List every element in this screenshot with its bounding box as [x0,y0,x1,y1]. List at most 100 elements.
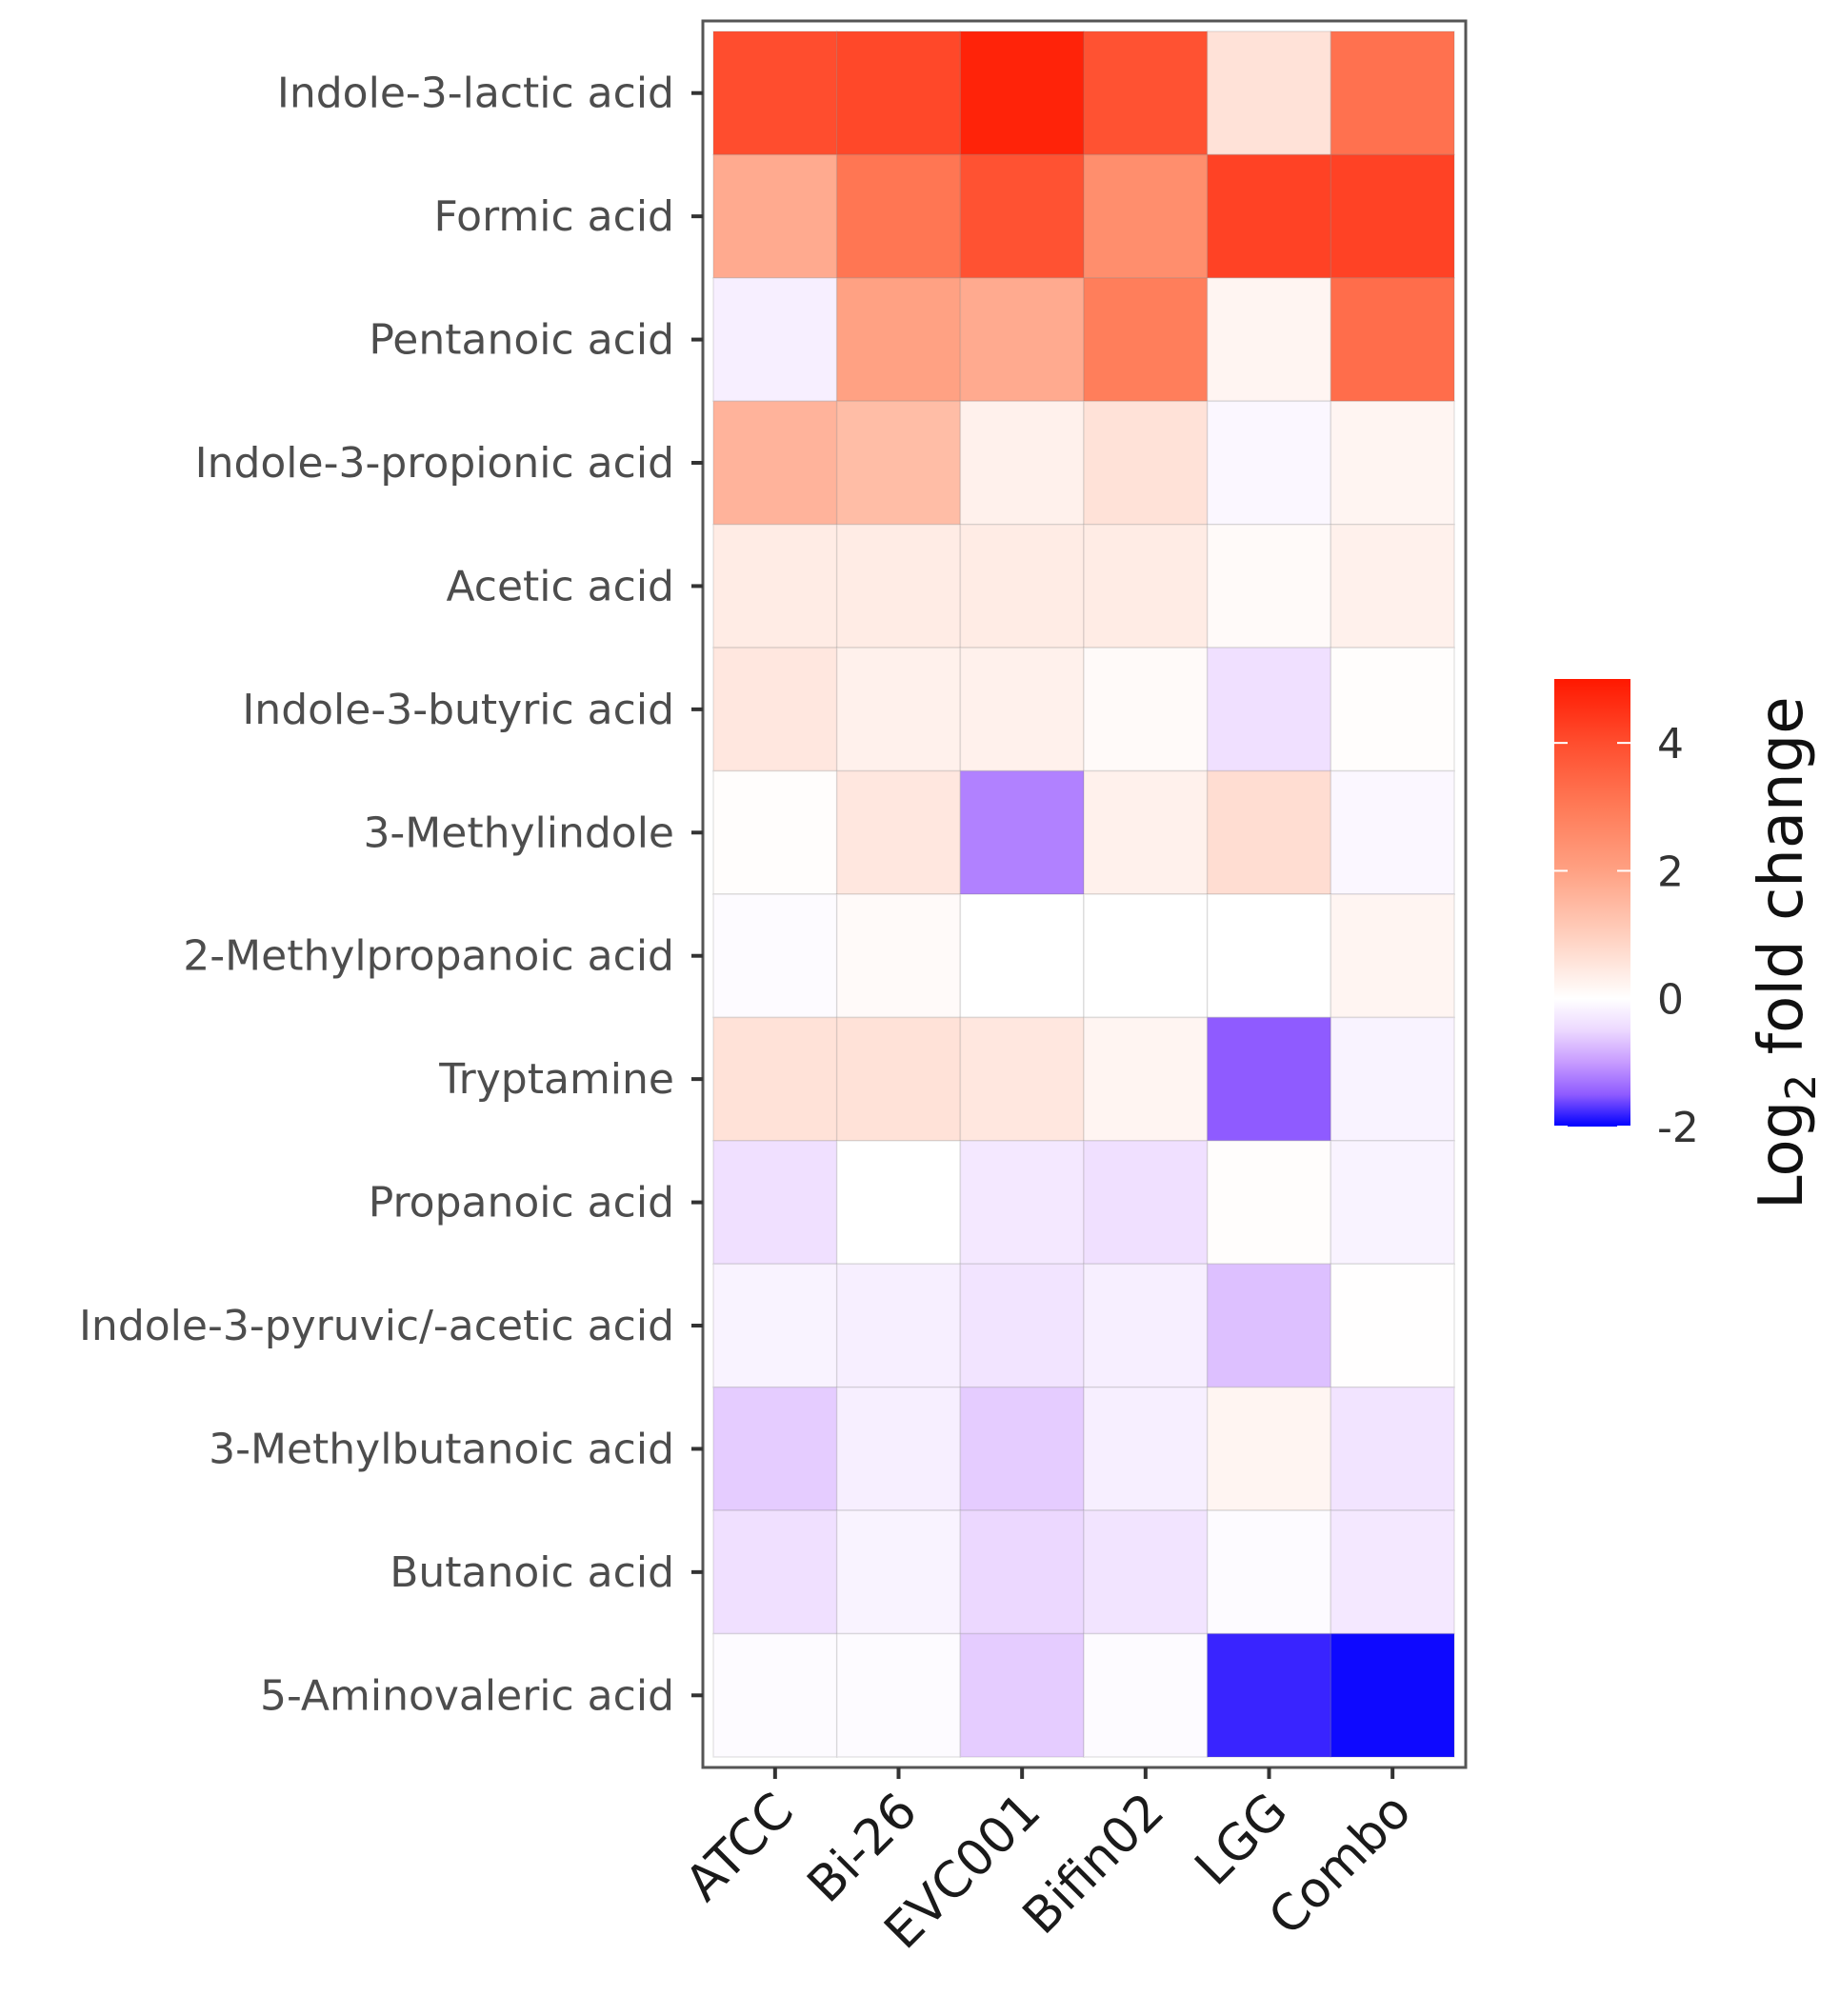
y-tick-label: Indole-3-lactic acid [277,70,674,118]
heatmap-cells [712,30,1455,1758]
heatmap-cell [1206,1263,1332,1388]
heatmap-cell [712,30,838,156]
legend-title: Log2 fold change [1747,696,1826,1209]
legend-tick-label: 0 [1657,976,1684,1025]
heatmap-cell [1206,1386,1332,1511]
heatmap-cell [1083,1509,1209,1635]
heatmap-cell [1083,647,1209,772]
y-tick-label: Pentanoic acid [369,316,674,365]
heatmap-cell [835,647,962,772]
heatmap-cell [1330,1632,1455,1758]
color-legend: 4 2 0 -2 Log2 fold change [1554,679,1826,1209]
y-tick-label: 2-Methylpropanoic acid [183,932,674,981]
heatmap-cell [959,30,1085,156]
heatmap-cell [712,769,838,895]
heatmap-cell [1083,1140,1209,1266]
legend-tick-label: -2 [1657,1104,1699,1152]
heatmap-cell [1083,1632,1209,1758]
heatmap-cell [1330,153,1455,279]
heatmap-cell [1083,30,1209,156]
legend-tick-label: 2 [1657,848,1684,896]
y-tick-label: Acetic acid [446,562,674,610]
heatmap-cell [712,1140,838,1266]
heatmap-cell [1330,30,1455,156]
heatmap-cell [1206,1016,1332,1142]
heatmap-cell [1206,1632,1332,1758]
heatmap-cell [1330,1140,1455,1266]
heatmap-cell [712,1509,838,1635]
heatmap-cell [835,1632,962,1758]
heatmap-cell [835,1263,962,1388]
heatmap-cell [1206,523,1332,649]
heatmap-cell [712,1016,838,1142]
heatmap-cell [1330,523,1455,649]
heatmap-cell [1083,523,1209,649]
heatmap-cell [835,277,962,403]
heatmap-cell [959,1632,1085,1758]
heatmap-cell [712,647,838,772]
heatmap-cell [835,769,962,895]
y-tick-label: Indole-3-pyruvic/-acetic acid [79,1302,674,1350]
y-tick-label: Propanoic acid [369,1179,674,1228]
heatmap-cell [835,523,962,649]
heatmap-cell [712,1632,838,1758]
heatmap-cell [1083,277,1209,403]
heatmap-cell [1083,1386,1209,1511]
heatmap-cell [712,523,838,649]
heatmap-cell [835,400,962,526]
heatmap-cell [1083,893,1209,1019]
heatmap-cell [1330,893,1455,1019]
heatmap-cell [712,893,838,1019]
heatmap-cell [712,1386,838,1511]
heatmap-cell [1083,400,1209,526]
heatmap-cell [1330,1016,1455,1142]
y-tick-label: Indole-3-butyric acid [242,686,674,734]
x-tick-label: ATCC [675,1783,805,1912]
heatmap-cell [1083,1263,1209,1388]
heatmap-cell [959,153,1085,279]
heatmap-cell [959,277,1085,403]
heatmap-cell [1083,153,1209,279]
colorbar [1554,679,1630,1127]
heatmap-cell [1330,400,1455,526]
heatmap-cell [1330,769,1455,895]
heatmap-cell [1206,893,1332,1019]
heatmap-cell [1206,30,1332,156]
y-tick-label: Indole-3-propionic acid [195,439,674,488]
heatmap-cell [835,893,962,1019]
heatmap-cell [959,1140,1085,1266]
heatmap-cell [1206,647,1332,772]
y-tick-label: Butanoic acid [390,1548,674,1597]
legend-tick-label: 4 [1657,720,1684,768]
heatmap-cell [835,1509,962,1635]
heatmap-cell [835,1140,962,1266]
heatmap-cell [959,1263,1085,1388]
heatmap-cell [1330,1263,1455,1388]
heatmap-cell [1206,400,1332,526]
heatmap-cell [1330,647,1455,772]
heatmap-cell [959,1016,1085,1142]
heatmap-cell [1206,1140,1332,1266]
heatmap-cell [1206,153,1332,279]
heatmap-cell [959,769,1085,895]
heatmap-cell [1206,769,1332,895]
heatmap-cell [835,1386,962,1511]
heatmap-cell [959,1386,1085,1511]
y-tick-label: 3-Methylindole [363,808,674,857]
heatmap-cell [1330,1386,1455,1511]
heatmap-cell [959,893,1085,1019]
heatmap-cell [712,400,838,526]
heatmap-cell [835,153,962,279]
heatmap-cell [959,647,1085,772]
y-axis: Indole-3-lactic acid Formic acid Pentanoic… [79,70,703,1720]
heatmap-cell [712,277,838,403]
heatmap-cell [1206,1509,1332,1635]
panel-border [701,19,1468,1769]
heatmap-cell [959,523,1085,649]
heatmap-cell [1083,769,1209,895]
heatmap-cell [712,153,838,279]
heatmap-cell [1330,277,1455,403]
y-tick-label: 5-Aminovaleric acid [260,1671,674,1720]
heatmap-cell [1083,1016,1209,1142]
